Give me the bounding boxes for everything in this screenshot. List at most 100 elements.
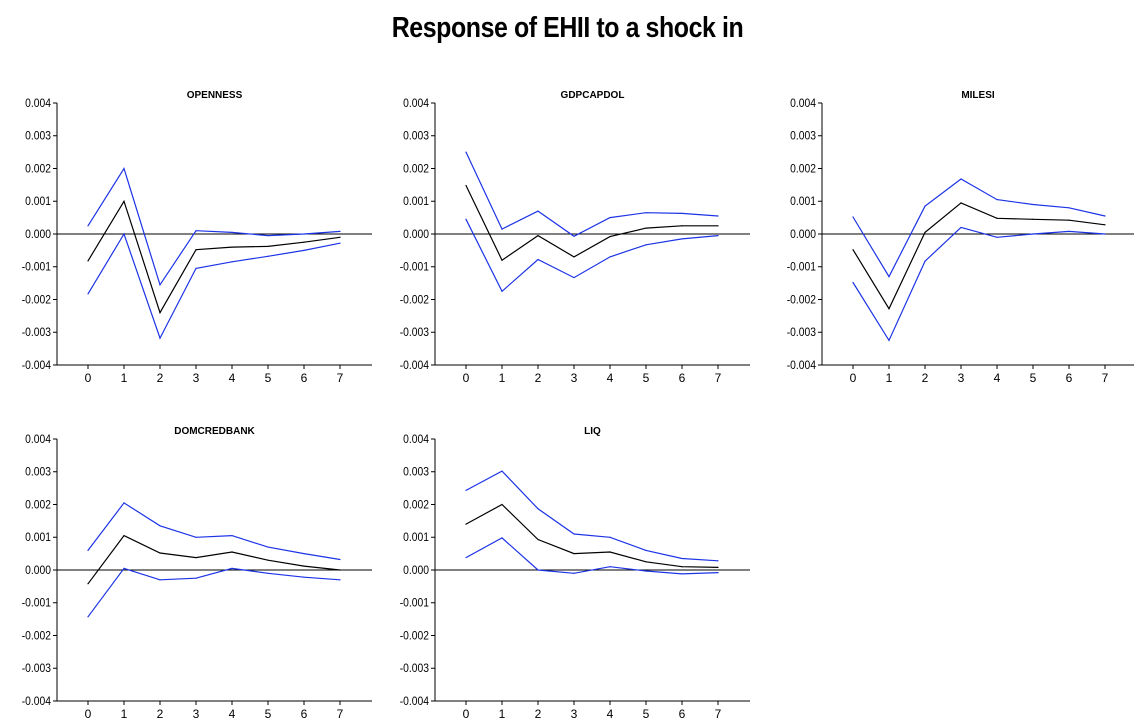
data-point-response bbox=[645, 227, 647, 229]
series-line-response bbox=[465, 503, 719, 568]
x-tick-label: 5 bbox=[643, 371, 650, 385]
x-tick-label: 7 bbox=[715, 707, 722, 721]
y-tick-label: -0.004 bbox=[400, 359, 429, 372]
y-tick-label: 0.000 bbox=[790, 228, 816, 241]
data-point-lower bbox=[1068, 230, 1070, 232]
series-line-upper bbox=[465, 151, 719, 238]
series-line-lower bbox=[87, 567, 341, 618]
x-tick-label: 0 bbox=[85, 707, 92, 721]
data-point-response bbox=[681, 225, 683, 227]
data-point-upper bbox=[1032, 203, 1034, 206]
y-tick-label: -0.002 bbox=[22, 630, 51, 643]
figure-title: Response of EHII to a shock in bbox=[391, 12, 744, 44]
data-point-upper bbox=[195, 536, 197, 538]
chart-panel-liq: 0.004 0.003 0.002 0.001 0.000 -0.001 -0.002 -0.… bbox=[400, 426, 750, 721]
data-point-lower bbox=[267, 572, 269, 574]
y-tick-label: -0.003 bbox=[22, 663, 51, 676]
data-point-upper bbox=[231, 231, 233, 233]
x-tick-label: 6 bbox=[301, 707, 308, 721]
data-point-response bbox=[159, 312, 161, 314]
data-point-lower bbox=[1032, 233, 1034, 235]
x-tick-label: 7 bbox=[715, 371, 722, 385]
y-tick-label: 0.000 bbox=[403, 564, 429, 577]
y-tick-label: -0.001 bbox=[400, 261, 429, 274]
data-point-upper bbox=[681, 557, 683, 560]
y-tick-label: 0.001 bbox=[25, 532, 51, 545]
data-point-response bbox=[1032, 218, 1034, 220]
x-tick-label: 2 bbox=[922, 371, 929, 385]
data-point-lower bbox=[303, 576, 305, 578]
y-tick-label: 0.000 bbox=[403, 228, 429, 241]
x-tick-label: 5 bbox=[265, 371, 272, 385]
x-tick-label: 0 bbox=[85, 371, 92, 385]
data-point-response bbox=[501, 259, 503, 261]
y-tick-label: 0.001 bbox=[790, 196, 816, 209]
data-point-upper bbox=[267, 546, 269, 548]
x-tick-label: 1 bbox=[886, 371, 893, 385]
data-point-lower bbox=[339, 242, 341, 244]
data-point-lower bbox=[852, 281, 854, 284]
data-point-upper bbox=[888, 275, 890, 278]
data-point-lower bbox=[231, 261, 233, 263]
y-tick-label: 0.003 bbox=[25, 466, 51, 479]
y-tick-label: -0.002 bbox=[400, 294, 429, 307]
x-tick-label: 6 bbox=[679, 371, 686, 385]
y-tick-label: 0.001 bbox=[403, 196, 429, 209]
data-point-lower bbox=[123, 233, 125, 235]
series-line-response bbox=[852, 202, 1106, 310]
x-tick-label: 6 bbox=[301, 371, 308, 385]
x-tick-label: 1 bbox=[121, 707, 128, 721]
x-tick-label: 5 bbox=[1030, 371, 1037, 385]
series-line-response bbox=[87, 534, 341, 585]
data-point-response bbox=[888, 308, 890, 310]
data-point-upper bbox=[609, 536, 611, 538]
x-tick-label: 4 bbox=[607, 707, 614, 721]
panel-title: LIQ bbox=[584, 426, 601, 437]
x-tick-label: 1 bbox=[499, 707, 506, 721]
y-tick-label: 0.003 bbox=[403, 466, 429, 479]
x-tick-label: 0 bbox=[463, 371, 470, 385]
data-point-upper bbox=[1104, 215, 1106, 217]
series-line-response bbox=[87, 199, 341, 315]
series-line-upper bbox=[87, 502, 341, 561]
data-point-lower bbox=[195, 577, 197, 579]
x-tick-label: 7 bbox=[1102, 371, 1109, 385]
data-point-response bbox=[501, 503, 503, 506]
data-point-response bbox=[1068, 219, 1070, 221]
data-point-upper bbox=[573, 533, 575, 535]
y-tick-label: 0.004 bbox=[403, 433, 429, 446]
data-point-lower bbox=[339, 579, 341, 581]
series-line-upper bbox=[465, 470, 719, 562]
data-point-lower bbox=[537, 258, 539, 261]
data-point-response bbox=[924, 231, 926, 233]
x-tick-label: 3 bbox=[193, 371, 200, 385]
data-point-response bbox=[717, 566, 719, 568]
data-point-response bbox=[537, 235, 539, 237]
y-tick-label: 0.004 bbox=[25, 97, 51, 110]
data-point-upper bbox=[195, 230, 197, 232]
data-point-response bbox=[267, 559, 269, 561]
data-point-lower bbox=[717, 235, 719, 237]
chart-panel-domcredbank: 0.004 0.003 0.002 0.001 0.000 -0.001 -0.002 -0.… bbox=[22, 426, 372, 721]
data-point-upper bbox=[852, 216, 854, 218]
y-tick-label: -0.001 bbox=[787, 261, 816, 274]
y-tick-label: -0.003 bbox=[22, 327, 51, 340]
data-point-response bbox=[159, 552, 161, 554]
y-tick-label: -0.002 bbox=[22, 294, 51, 307]
data-point-lower bbox=[537, 569, 539, 571]
x-tick-label: 7 bbox=[337, 371, 344, 385]
data-point-lower bbox=[888, 339, 890, 342]
data-point-response bbox=[465, 184, 467, 187]
y-tick-label: -0.001 bbox=[400, 597, 429, 610]
data-point-lower bbox=[681, 238, 683, 240]
data-point-lower bbox=[1104, 233, 1106, 235]
data-point-lower bbox=[465, 218, 467, 220]
y-tick-label: 0.002 bbox=[403, 163, 429, 176]
x-tick-label: 3 bbox=[571, 371, 578, 385]
x-tick-label: 2 bbox=[535, 707, 542, 721]
data-point-response bbox=[339, 569, 341, 571]
data-point-lower bbox=[501, 537, 503, 539]
data-point-lower bbox=[501, 290, 503, 292]
data-point-upper bbox=[609, 217, 611, 219]
